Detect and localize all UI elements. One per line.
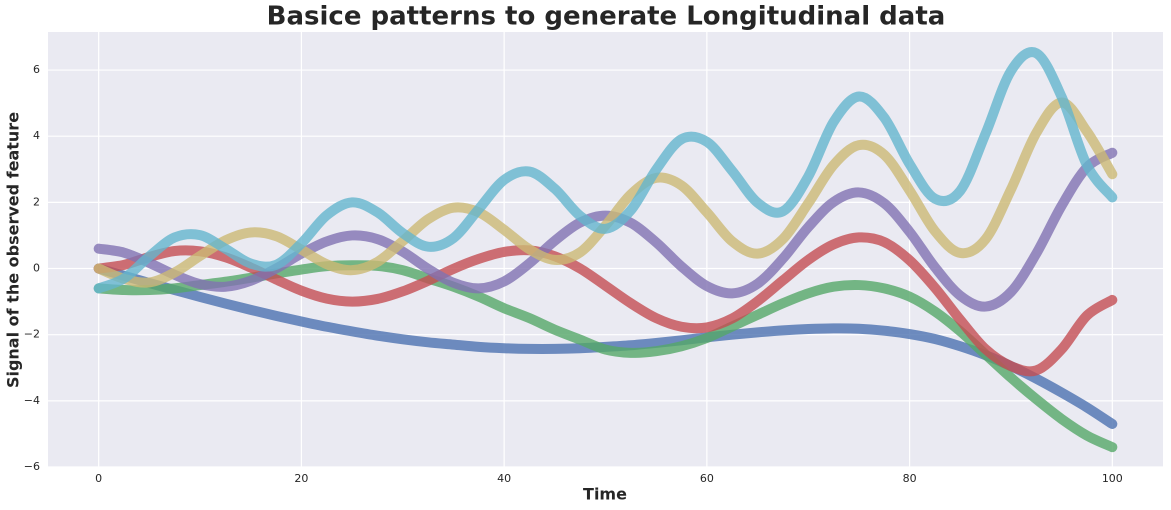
y-tick-label: −6 [24,460,40,473]
x-tick-label: 80 [903,472,917,485]
y-tick-label: −2 [24,328,40,341]
y-tick-label: 6 [33,63,40,76]
y-tick-label: 0 [33,262,40,275]
x-tick-label: 40 [497,472,511,485]
y-axis-label: Signal of the observed feature [4,112,23,388]
x-tick-label: 0 [95,472,102,485]
line [93,147,1118,312]
lines [93,47,1118,453]
x-axis-label: Time [583,485,627,504]
y-tick-label: 4 [33,129,40,142]
line [93,47,1118,294]
x-tick-label: 20 [294,472,308,485]
y-tick-label: −4 [24,394,40,407]
y-tick-label: 2 [33,195,40,208]
chart-title: Basice patterns to generate Longitudinal… [267,2,946,32]
x-tick-label: 100 [1102,472,1123,485]
x-tick-label: 60 [700,472,714,485]
